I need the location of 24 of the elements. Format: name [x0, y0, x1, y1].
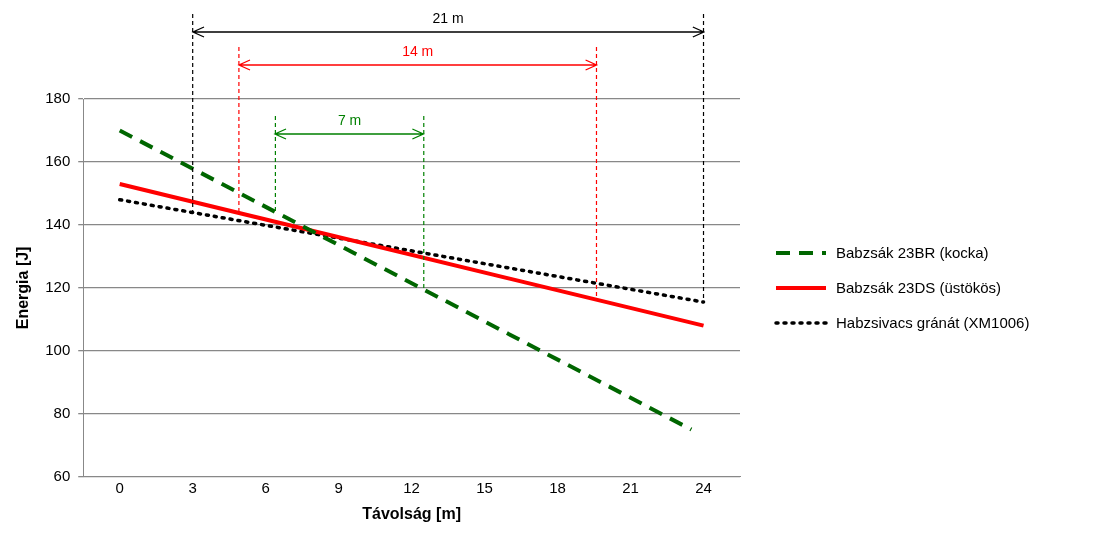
- x-tick-label: 18: [549, 478, 566, 496]
- legend-label: Habzsivacs gránát (XM1006): [836, 314, 1030, 332]
- text: 21 m: [432, 9, 464, 26]
- x-tick-label: 24: [695, 478, 712, 496]
- annotation: 7 m: [337, 111, 362, 128]
- legend-label: Babzsák 23DS (üstökös): [836, 279, 1002, 297]
- x-tick-label: 0: [115, 478, 124, 496]
- y-tick-label: 80: [53, 403, 71, 421]
- legend-label: Babzsák 23BR (kocka): [836, 244, 989, 262]
- y-tick-label: 100: [45, 341, 71, 359]
- x-tick-label: 6: [261, 478, 270, 496]
- x-tick-label: 12: [403, 478, 420, 496]
- x-tick-label: 9: [334, 478, 343, 496]
- y-tick-label: 160: [45, 152, 71, 170]
- y-tick-label: 180: [45, 89, 71, 107]
- y-tick-label: 140: [45, 215, 71, 233]
- y-axis-title: Energia [J]: [14, 246, 32, 330]
- x-axis-title: Távolság [m]: [362, 504, 461, 522]
- text: 14 m: [402, 42, 434, 59]
- x-tick-label: 3: [188, 478, 197, 496]
- x-tick-label: 21: [622, 478, 639, 496]
- x-tick-label: 15: [476, 478, 493, 496]
- y-tick-label: 120: [45, 278, 71, 296]
- y-tick-label: 60: [53, 466, 71, 484]
